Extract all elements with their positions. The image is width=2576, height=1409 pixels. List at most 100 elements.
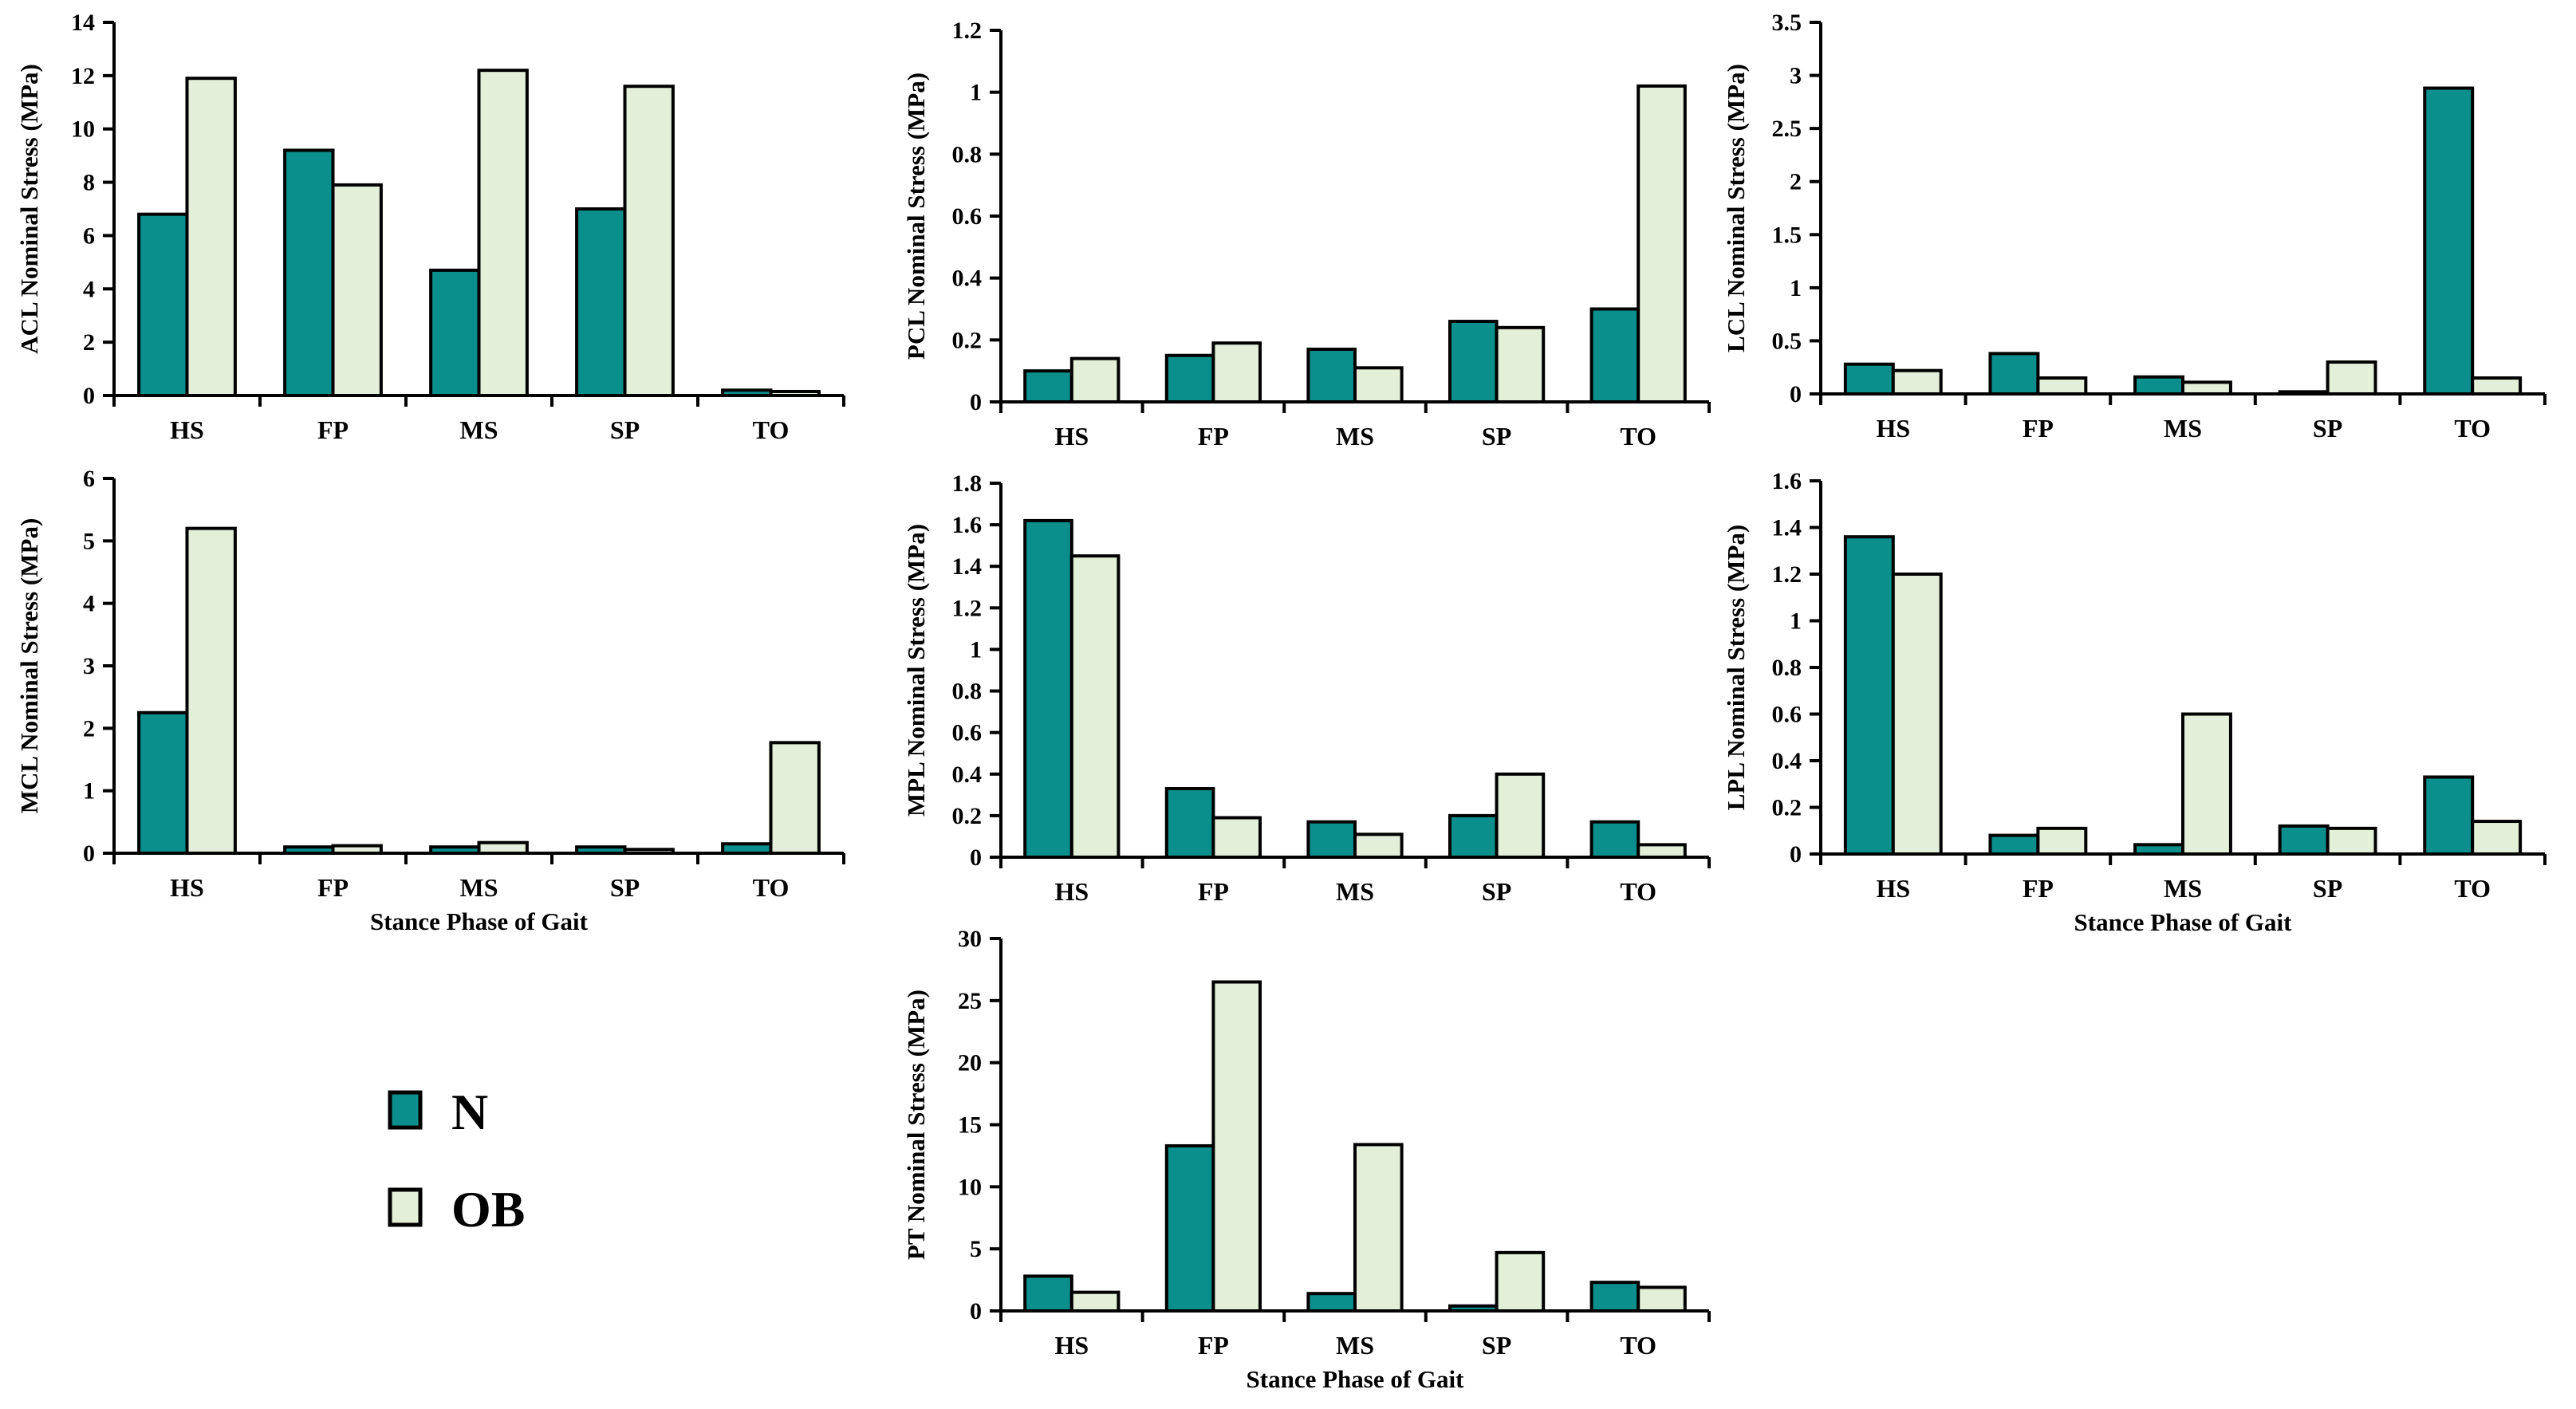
- mpl-y-tick-label: 0.2: [952, 803, 983, 829]
- mcl-y-tick-label: 1: [83, 778, 95, 805]
- mpl-y-tick-label: 1.2: [952, 595, 983, 621]
- mcl-x-axis-label: Stance Phase of Gait: [370, 907, 589, 935]
- pcl-y-tick-label: 0.4: [952, 266, 983, 292]
- mpl-bar-ob-fp: [1211, 816, 1262, 859]
- lcl-category-label: HS: [1876, 414, 1910, 443]
- acl-chart: 0 2 4 6 8 10 12 14 HS FP MS SP TO ACL Nominal Stress …: [15, 10, 845, 444]
- lpl-bar-n-to: [2423, 775, 2475, 856]
- mpl-y-axis-label: MPL Nominal Stress (MPa): [902, 524, 930, 817]
- lcl-y-tick-label: 0: [1790, 381, 1802, 407]
- lcl-y-tick-label: 0.5: [1772, 328, 1802, 354]
- lpl-bar-n-fp: [1988, 833, 2040, 856]
- mcl-category-label: FP: [317, 873, 349, 902]
- pcl-bar-ob-to: [1637, 84, 1687, 404]
- legend-label-ob: OB: [451, 1181, 525, 1238]
- acl-bar-n-ms: [429, 268, 481, 397]
- pt-category-label: TO: [1620, 1331, 1656, 1360]
- acl-y-tick-label: 2: [83, 329, 95, 356]
- lcl-bar-n-hs: [1843, 362, 1895, 396]
- pcl-y-axis-label: PCL Nominal Stress (MPa): [902, 73, 930, 360]
- acl-y-tick-label: 6: [83, 222, 95, 249]
- lcl-category-label: SP: [2313, 414, 2342, 443]
- lcl-y-axis-label: LCL Nominal Stress (MPa): [1722, 64, 1750, 352]
- mcl-y-tick-label: 6: [83, 466, 95, 492]
- pt-category-label: MS: [1336, 1331, 1374, 1360]
- lpl-y-tick-label: 0.2: [1772, 795, 1802, 821]
- lpl-category-label: HS: [1876, 874, 1910, 903]
- lpl-bar-ob-to: [2471, 820, 2523, 856]
- lpl-y-tick-label: 1.2: [1772, 561, 1802, 588]
- mpl-y-tick-label: 1: [970, 636, 982, 663]
- lpl-bar-n-ms: [2133, 843, 2185, 856]
- mpl-bar-n-sp: [1448, 813, 1499, 860]
- lpl-y-tick-label: 0.8: [1772, 655, 1802, 681]
- legend-swatch-n: [388, 1090, 423, 1130]
- lcl-y-tick-label: 3: [1790, 63, 1802, 89]
- mcl-bar-n-ms: [429, 845, 481, 855]
- mcl-category-label: SP: [610, 873, 640, 902]
- pcl-bar-n-hs: [1023, 369, 1073, 403]
- mpl-y-tick-label: 0.4: [952, 762, 983, 788]
- lcl-category-label: MS: [2164, 414, 2202, 443]
- mpl-bar-ob-hs: [1069, 554, 1121, 859]
- mcl-bar-ob-sp: [623, 848, 675, 856]
- acl-bar-n-sp: [575, 207, 627, 397]
- lcl-y-tick-label: 1: [1790, 275, 1802, 301]
- legend-swatch-ob: [388, 1187, 423, 1227]
- pt-y-tick-label: 0: [970, 1298, 982, 1324]
- lpl-x-axis-label: Stance Phase of Gait: [2074, 908, 2293, 936]
- lpl-bar-ob-sp: [2326, 826, 2377, 856]
- mcl-bar-ob-hs: [185, 526, 237, 856]
- lpl-chart: 0 0.2 0.4 0.6 0.8 1 1.2 1.4 1.6 HS FP MS SP TO LPL Nom…: [1722, 468, 2546, 936]
- mcl-y-tick-label: 5: [83, 528, 95, 554]
- lpl-y-tick-label: 0: [1790, 841, 1802, 868]
- pt-category-label: FP: [1198, 1331, 1229, 1360]
- lcl-bar-n-ms: [2133, 375, 2185, 396]
- mpl-y-tick-label: 0.6: [952, 720, 983, 746]
- lcl-bar-n-to: [2423, 86, 2475, 396]
- lpl-bar-ob-hs: [1891, 573, 1943, 856]
- lcl-y-tick-label: 2.5: [1772, 116, 1802, 142]
- pcl-bar-n-to: [1589, 307, 1641, 403]
- pcl-bar-n-sp: [1448, 320, 1499, 403]
- mpl-y-tick-label: 0: [970, 844, 982, 871]
- acl-bar-ob-fp: [331, 183, 383, 398]
- mpl-category-label: MS: [1336, 877, 1374, 906]
- mcl-bar-ob-to: [769, 741, 821, 855]
- lpl-category-label: SP: [2313, 874, 2342, 903]
- lcl-bar-ob-fp: [2036, 376, 2088, 396]
- pcl-bar-ob-sp: [1495, 325, 1546, 403]
- acl-bar-ob-sp: [623, 85, 675, 397]
- mcl-category-label: MS: [460, 873, 498, 902]
- lcl-category-label: FP: [2023, 414, 2054, 443]
- mpl-y-tick-label: 1.6: [952, 512, 983, 538]
- pt-y-tick-label: 15: [958, 1112, 982, 1139]
- lpl-category-label: FP: [2023, 874, 2054, 903]
- lpl-y-tick-label: 1.6: [1772, 468, 1802, 494]
- mpl-y-tick-label: 0.8: [952, 679, 983, 705]
- pt-chart: 0 5 10 15 20 25 30 HS FP MS SP TO PT Nominal Stress …: [902, 926, 1711, 1393]
- pcl-y-tick-label: 0: [970, 389, 982, 415]
- acl-category-label: MS: [460, 415, 498, 444]
- mcl-y-tick-label: 4: [83, 591, 95, 617]
- lpl-bar-n-hs: [1843, 535, 1895, 856]
- mpl-category-label: HS: [1054, 877, 1089, 906]
- pt-bar-n-ms: [1306, 1292, 1357, 1313]
- lpl-y-tick-label: 1: [1790, 608, 1802, 635]
- pcl-bar-n-fp: [1164, 353, 1215, 403]
- mcl-y-tick-label: 3: [83, 653, 95, 679]
- pt-bar-n-fp: [1164, 1143, 1215, 1313]
- pt-y-tick-label: 20: [958, 1050, 982, 1076]
- pt-y-tick-label: 10: [958, 1174, 982, 1200]
- lcl-bar-ob-ms: [2181, 380, 2232, 396]
- mcl-y-tick-label: 2: [83, 715, 95, 742]
- pt-y-tick-label: 5: [970, 1236, 982, 1262]
- pt-y-tick-label: 25: [958, 988, 982, 1014]
- acl-y-tick-label: 4: [83, 276, 95, 302]
- lpl-bar-n-sp: [2278, 824, 2330, 856]
- acl-y-tick-label: 10: [71, 116, 95, 143]
- mpl-category-label: SP: [1482, 877, 1511, 906]
- acl-y-tick-label: 12: [71, 63, 95, 89]
- acl-category-label: SP: [610, 415, 640, 444]
- lcl-category-label: TO: [2454, 414, 2491, 443]
